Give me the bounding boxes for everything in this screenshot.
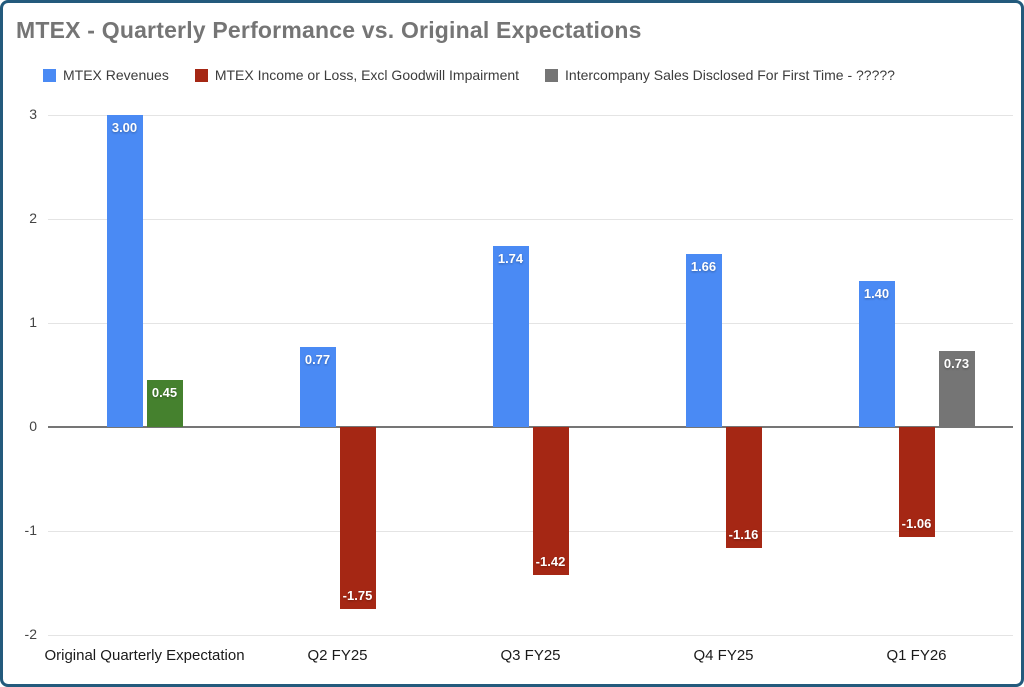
bar-value-label: 3.00: [111, 120, 138, 135]
x-axis-category-label: Q4 FY25: [693, 647, 754, 664]
bar: [492, 246, 529, 427]
bar: [938, 351, 975, 427]
bar: [685, 254, 722, 427]
bar: [858, 281, 895, 427]
chart-title: MTEX - Quarterly Performance vs. Origina…: [16, 17, 642, 43]
bar: [106, 115, 143, 427]
bar-value-label: -1.06: [901, 516, 932, 532]
legend-item-revenues: MTEX Revenues: [43, 67, 169, 83]
bar-value-label: 1.40: [863, 286, 890, 302]
bar-value-label: -1.16: [728, 526, 759, 542]
income-swatch-icon: [194, 68, 208, 82]
x-axis-category-label: Q1 FY26: [886, 647, 947, 664]
x-axis-category-label: Q3 FY25: [500, 647, 561, 664]
bar: [532, 427, 569, 575]
bar: [725, 427, 762, 548]
gridline: [48, 219, 1013, 220]
gridline: [48, 115, 1013, 116]
legend-item-income: MTEX Income or Loss, Excl Goodwill Impai…: [194, 67, 520, 83]
y-axis-tick-label: 0: [29, 418, 37, 434]
y-axis-tick-label: 2: [29, 210, 37, 226]
bar: [146, 380, 183, 427]
legend-label-revenues: MTEX Revenues: [63, 67, 169, 83]
bar-value-label: 0.45: [151, 385, 178, 401]
gridline: [48, 531, 1013, 532]
legend-item-intercompany: Intercompany Sales Disclosed For First T…: [545, 67, 895, 83]
legend-label-income: MTEX Income or Loss, Excl Goodwill Impai…: [214, 67, 520, 83]
intercompany-swatch-icon: [545, 68, 559, 82]
y-axis-tick-label: -1: [24, 522, 37, 538]
bar-value-label: 1.74: [497, 251, 524, 267]
y-axis-tick-label: 3: [29, 106, 37, 122]
bar-value-label: 0.77: [304, 351, 331, 367]
x-axis-category-label: Q2 FY25: [307, 647, 368, 664]
x-axis-category-label: Original Quarterly Expectation: [44, 647, 245, 664]
bar-value-label: 1.66: [690, 259, 717, 275]
legend: MTEX Revenues MTEX Income or Loss, Excl …: [43, 67, 895, 83]
bar-value-label: 0.73: [943, 356, 970, 372]
bar: [339, 427, 376, 609]
zero-baseline: [48, 426, 1013, 428]
bar: [299, 346, 336, 427]
bar-value-label: -1.42: [535, 553, 566, 569]
bar: [898, 427, 935, 538]
bar-value-label: -1.75: [342, 588, 373, 603]
gridline: [48, 635, 1013, 636]
revenues-swatch-icon: [43, 68, 56, 82]
legend-label-intercompany: Intercompany Sales Disclosed For First T…: [565, 67, 895, 83]
y-axis-tick-label: 1: [29, 314, 37, 330]
y-axis-tick-label: -2: [24, 626, 37, 642]
gridline: [48, 323, 1013, 324]
